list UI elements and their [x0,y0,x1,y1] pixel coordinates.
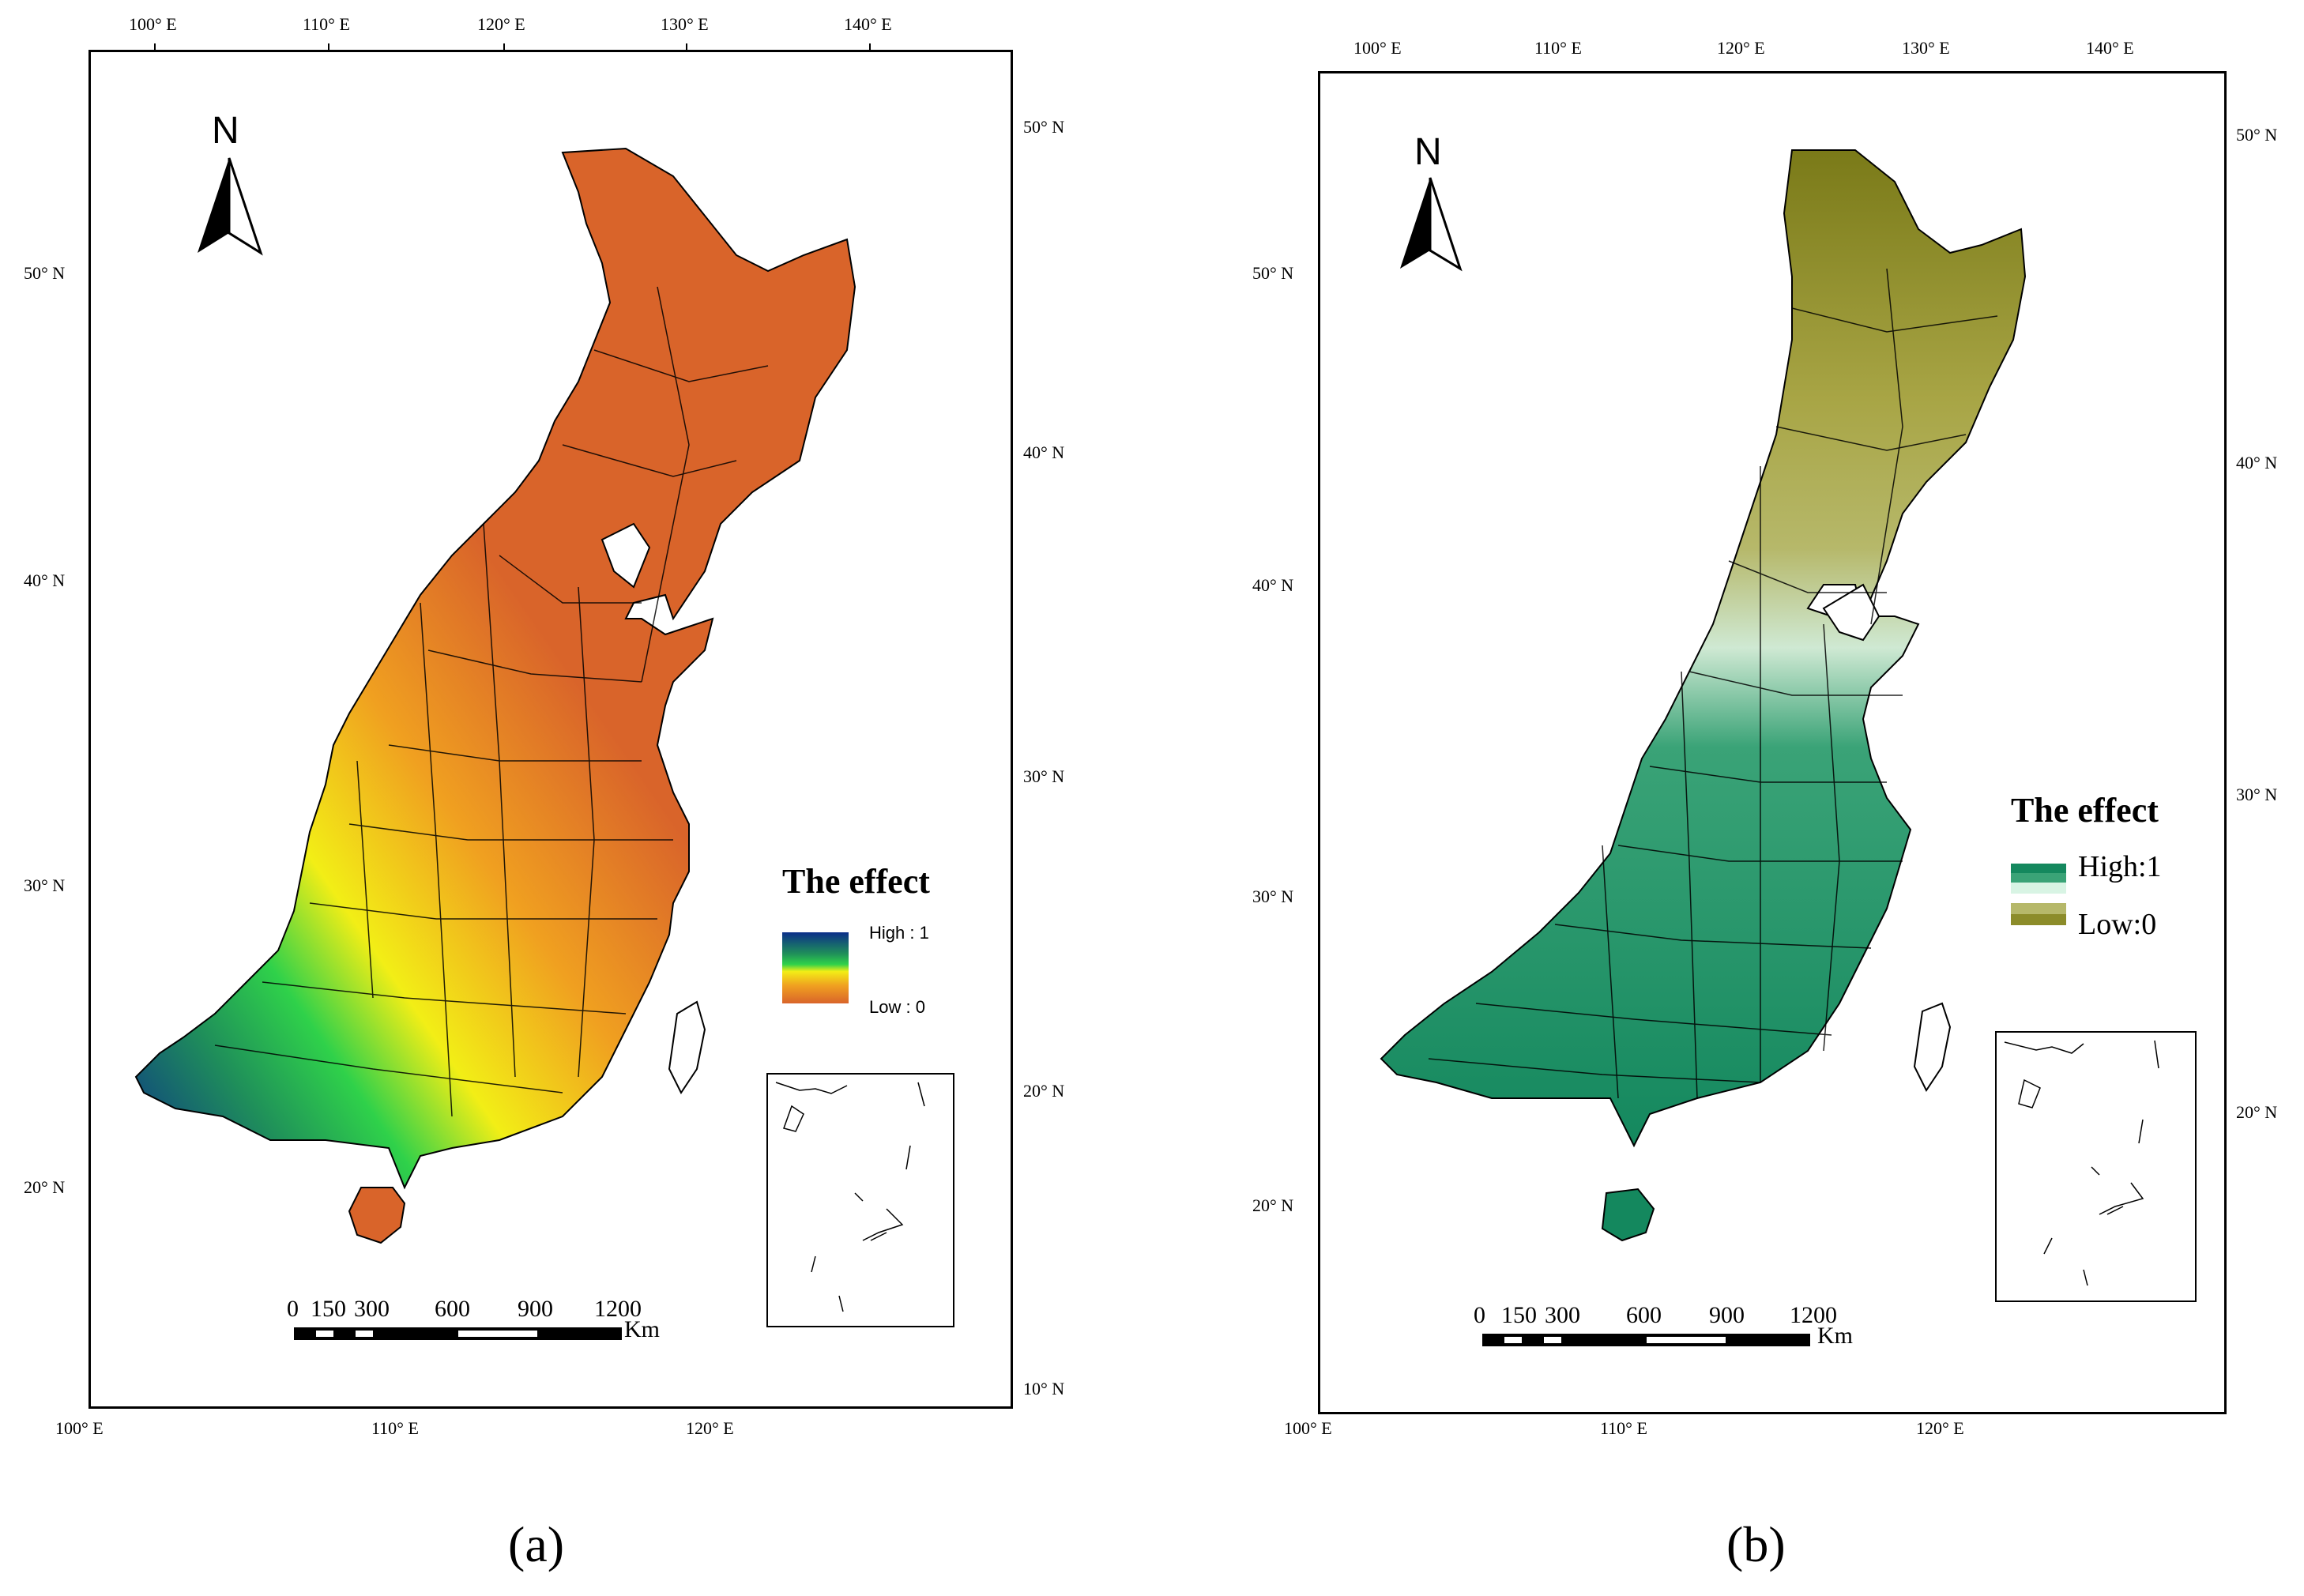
top-lon-label: 120° E [477,14,525,34]
north-arrow-icon [198,157,263,256]
scale-label: 900 [518,1296,553,1322]
inset-map [766,1073,954,1327]
tick-mark [686,43,687,51]
tick-mark [154,43,156,51]
top-lon-label: 100° E [129,14,177,34]
north-label: N [212,110,239,152]
top-lon-label: 100° E [1353,38,1402,58]
scale-unit: Km [1817,1323,1853,1349]
scale-label: 900 [1709,1302,1745,1328]
region-shape [1822,583,1880,642]
bottom-lon-label: 110° E [1600,1418,1647,1438]
region-shape [348,1187,406,1244]
scale-unit: Km [624,1316,660,1342]
left-lat-label: 30° N [1252,886,1294,906]
region-shape [1913,1002,1952,1092]
tick-mark [503,43,505,51]
scale-label: 150 [311,1296,346,1322]
landmass-map-a [134,147,856,1244]
legend-low-label: Low:0 [2078,908,2157,941]
bottom-lon-label: 100° E [55,1418,104,1438]
inset-outline [775,1082,925,1312]
scale-label: 150 [1501,1302,1537,1328]
legend-title: The effect [2011,791,2159,830]
scale-label: 1200 [1790,1302,1837,1328]
left-lat-label: 20° N [1252,1195,1294,1215]
right-lat-label: 40° N [1023,442,1065,462]
top-lon-label: 140° E [2086,38,2134,58]
panel-caption: (b) [1726,1516,1786,1572]
right-lat-label: 20° N [1023,1081,1065,1101]
region-shape [1601,1188,1655,1242]
landmass-map-b [1380,149,2027,1242]
scale-bar [294,1327,622,1340]
right-lat-label: 30° N [2236,785,2278,804]
legend-color-ramp [782,932,849,1003]
top-lon-label: 110° E [1534,38,1582,58]
admin-boundaries [1428,268,1998,1099]
bottom-lon-label: 100° E [1284,1418,1332,1438]
scale-label: 600 [435,1296,470,1322]
top-lon-label: 130° E [661,14,709,34]
scale-label: 300 [354,1296,390,1322]
scale-label: 300 [1545,1302,1580,1328]
right-lat-label: 10° N [1023,1379,1065,1398]
left-lat-label: 40° N [1252,575,1294,595]
inset-map [1995,1031,2197,1302]
right-lat-label: 40° N [2236,453,2278,472]
left-lat-label: 30° N [24,875,66,895]
right-lat-label: 50° N [2236,125,2278,145]
scale-label: 1200 [594,1296,642,1322]
bottom-lon-label: 120° E [686,1418,734,1438]
region-shape [668,1000,706,1094]
legend-high-label: High:1 [2078,850,2162,883]
legend-color-swatches [2011,864,2066,925]
left-lat-label: 20° N [24,1177,66,1197]
panel-caption: (a) [508,1516,565,1572]
top-lon-label: 140° E [844,14,892,34]
tick-mark [869,43,871,51]
admin-boundaries [214,286,769,1117]
top-lon-label: 130° E [1902,38,1950,58]
left-lat-label: 50° N [24,263,66,283]
scale-label: 0 [1474,1302,1485,1328]
legend-low-label: Low : 0 [869,997,925,1017]
scale-bar [1482,1334,1810,1346]
right-lat-label: 20° N [2236,1102,2278,1122]
top-lon-label: 120° E [1717,38,1765,58]
right-lat-label: 50° N [1023,117,1065,137]
region-shape [600,522,651,589]
bottom-lon-label: 110° E [371,1418,419,1438]
bottom-lon-label: 120° E [1916,1418,1964,1438]
scale-label: 0 [287,1296,299,1322]
region-shape [1380,149,2027,1148]
scale-label: 600 [1626,1302,1662,1328]
top-lon-label: 110° E [303,14,350,34]
north-arrow-icon [1400,177,1463,272]
left-lat-label: 40° N [24,570,66,590]
legend-high-label: High : 1 [869,923,929,943]
tick-mark [328,43,329,51]
inset-outline [2004,1040,2159,1286]
north-label: N [1414,131,1442,173]
right-lat-label: 30° N [1023,766,1065,786]
region-shape [134,147,856,1190]
legend-title: The effect [782,862,930,901]
left-lat-label: 50° N [1252,263,1294,283]
